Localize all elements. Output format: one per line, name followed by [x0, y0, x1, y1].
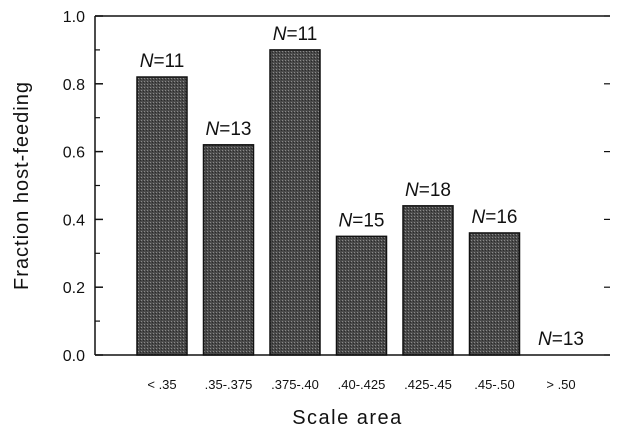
n-label: N=11	[140, 51, 185, 72]
bar	[335, 235, 388, 356]
x-tick-label: > .50	[546, 377, 575, 392]
y-tick-label: 0.4	[63, 212, 85, 229]
x-tick-label: .40-.425	[338, 377, 386, 392]
y-tick-label: 0.2	[63, 280, 85, 297]
x-tick-label: .45-.50	[474, 377, 514, 392]
n-label: N=18	[405, 180, 451, 201]
x-tick-label: < .35	[147, 377, 176, 392]
x-tick-label: .425-.45	[404, 377, 452, 392]
bar	[468, 232, 521, 356]
y-tick-label: 0.0	[63, 348, 85, 365]
bar	[269, 49, 321, 356]
n-label: N=13	[538, 329, 584, 350]
bars-layer	[136, 49, 521, 356]
y-axis-title: Fraction host-feeding	[11, 81, 33, 290]
x-axis-title: Scale area	[292, 407, 403, 429]
n-label: N=16	[472, 207, 518, 228]
bar	[202, 144, 255, 356]
y-tick-label: 0.6	[63, 145, 85, 162]
n-label: N=13	[206, 119, 252, 140]
n-label: N=15	[339, 210, 385, 231]
y-ticks: 0.0 0.2 0.4 0.6 0.8 1.0	[63, 9, 610, 365]
y-tick-label: 0.8	[63, 77, 85, 94]
x-tick-label: .375-.40	[271, 377, 319, 392]
y-tick-label: 1.0	[63, 9, 85, 26]
bar	[402, 205, 454, 356]
n-labels: N=11 N=13 N=11 N=15 N=18 N=16 N=13	[140, 24, 584, 350]
x-tick-labels: < .35 .35-.375 .375-.40 .40-.425 .425-.45 .45…	[147, 377, 575, 392]
x-tick-label: .35-.375	[205, 377, 253, 392]
bar	[136, 76, 188, 356]
n-label: N=11	[273, 24, 318, 45]
